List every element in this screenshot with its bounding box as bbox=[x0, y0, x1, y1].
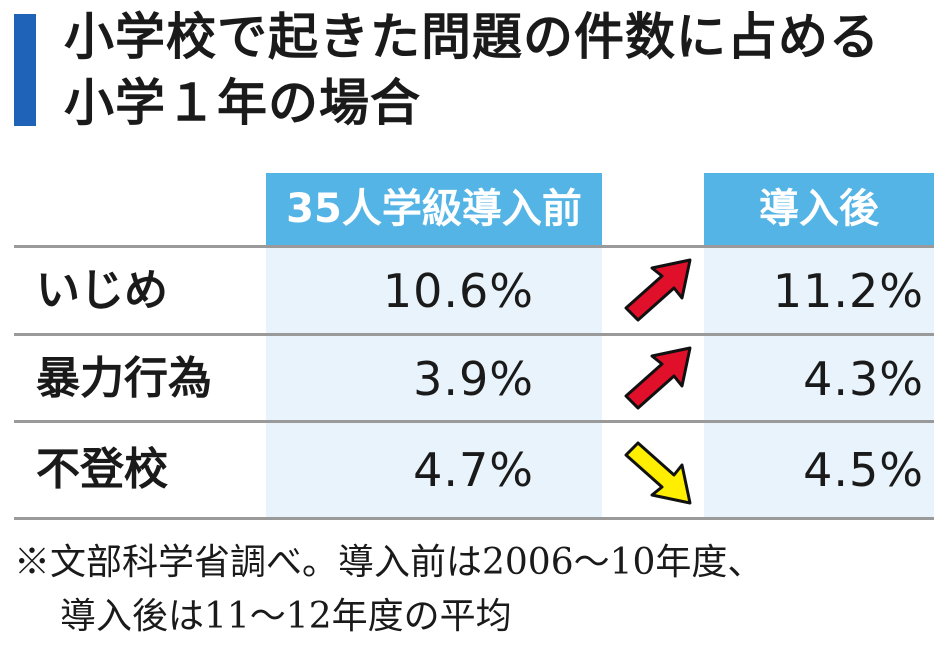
title-line-2: 小学１年の場合 bbox=[64, 74, 421, 132]
before-column-bg bbox=[266, 245, 602, 520]
rule-1 bbox=[14, 333, 934, 336]
down-arrow-icon bbox=[624, 441, 692, 505]
up-arrow-icon bbox=[624, 346, 692, 410]
value-before-bullying: 10.6% bbox=[382, 264, 534, 318]
value-after-bullying: 11.2% bbox=[772, 264, 924, 318]
row-label-bullying: いじめ bbox=[36, 265, 168, 316]
value-before-absence: 4.7% bbox=[413, 443, 534, 497]
rule-2 bbox=[14, 420, 934, 423]
note-line-1: ※文部科学省調べ。導入前は2006〜10年度、 bbox=[14, 542, 764, 583]
source-note: ※文部科学省調べ。導入前は2006〜10年度、 導入後は11〜12年度の平均 bbox=[14, 536, 944, 644]
rule-bottom bbox=[14, 517, 934, 520]
up-arrow-icon bbox=[624, 258, 692, 322]
row-label-violence: 暴力行為 bbox=[36, 353, 212, 404]
value-before-violence: 3.9% bbox=[413, 352, 534, 406]
row-label-absence: 不登校 bbox=[36, 444, 168, 495]
title-line-1: 小学校で起きた問題の件数に占める bbox=[64, 8, 880, 66]
header-before: 35人学級導入前 bbox=[266, 173, 602, 245]
header-after: 導入後 bbox=[704, 173, 934, 245]
title-accent-bar bbox=[14, 14, 36, 126]
value-after-absence: 4.5% bbox=[803, 443, 924, 497]
after-column-bg bbox=[704, 245, 934, 520]
rule-top bbox=[14, 245, 934, 248]
value-after-violence: 4.3% bbox=[803, 352, 924, 406]
chart-title: 小学校で起きた問題の件数に占める 小学１年の場合 bbox=[64, 4, 944, 136]
note-line-2: 導入後は11〜12年度の平均 bbox=[60, 596, 512, 637]
